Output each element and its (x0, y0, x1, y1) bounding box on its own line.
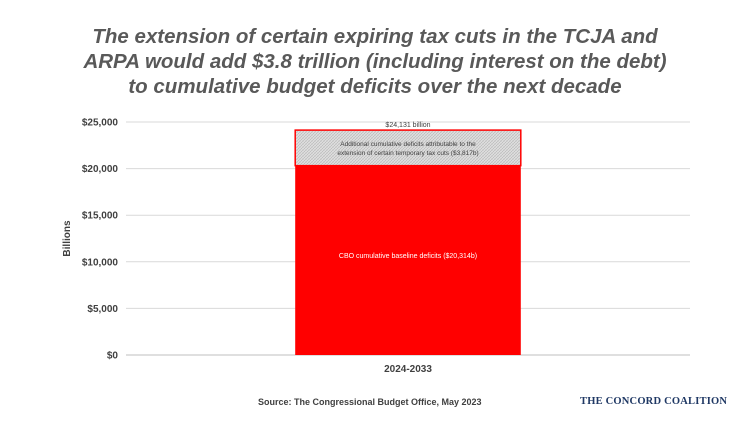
chart-title: The extension of certain expiring tax cu… (20, 24, 730, 99)
y-axis-ticks: $0 $5,000 $10,000 $15,000 $20,000 $25,000 (82, 118, 119, 362)
y-tick-label: $20,000 (82, 164, 119, 175)
bar-segment-baseline (295, 165, 521, 355)
y-tick-label: $10,000 (82, 257, 119, 268)
chart-title-line-2: ARPA would add $3.8 trillion (including … (83, 50, 667, 73)
segment-label-extension: Additional cumulative deficits attributa… (337, 141, 478, 157)
y-tick-label: $5,000 (87, 304, 118, 315)
chart-title-line-3: to cumulative budget deficits over the n… (128, 75, 622, 98)
y-tick-label: $15,000 (82, 211, 119, 222)
total-data-label: $24,131 billion (385, 122, 430, 129)
bars (294, 129, 522, 355)
segment-label-baseline: CBO cumulative baseline deficits ($20,31… (339, 253, 477, 260)
y-tick-label: $0 (107, 351, 119, 362)
bar-segment-extension (294, 129, 522, 167)
source-note: Source: The Congressional Budget Office,… (258, 397, 482, 407)
chart-title-line-1: The extension of certain expiring tax cu… (92, 25, 658, 48)
labels: Billions CBO cumulative baseline deficits… (62, 122, 479, 375)
x-category-label: 2024-2033 (384, 364, 432, 375)
brand-logo: THE CONCORD COALITION (580, 396, 728, 407)
y-axis-title: Billions (62, 220, 73, 257)
y-tick-label: $25,000 (82, 118, 119, 129)
